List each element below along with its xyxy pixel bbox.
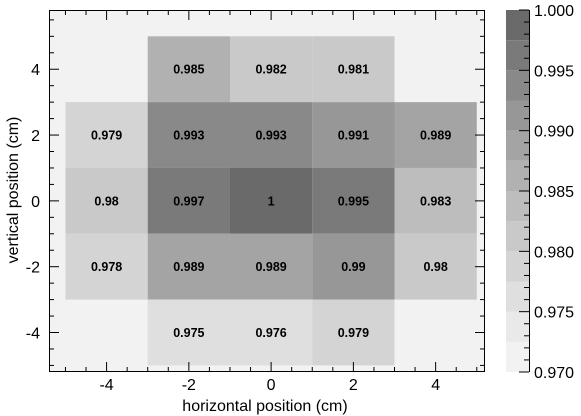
cell-value-label: 0.979 <box>91 129 122 143</box>
heatmap-cell <box>229 233 313 300</box>
cell-value-label: 0.98 <box>94 194 118 208</box>
y-axis: 4 2 0 -2 -4 <box>26 19 485 366</box>
colorbar-swatch <box>506 40 529 71</box>
heatmap-cell <box>312 299 395 366</box>
colorbar-tick-label: 0.990 <box>534 124 574 141</box>
colorbar-swatch <box>506 100 529 131</box>
heatmap-cell <box>229 167 313 234</box>
heatmap-cell <box>394 102 477 168</box>
cell-value-label: 0.991 <box>338 129 369 143</box>
heatmap-cell <box>312 167 395 234</box>
colorbar-swatch <box>506 10 529 41</box>
x-tick-label: 2 <box>349 377 358 394</box>
heatmap-cell <box>394 233 477 300</box>
y-tick-label: -2 <box>26 260 40 277</box>
colorbar-swatch <box>506 160 529 191</box>
colorbar-swatch <box>506 70 529 101</box>
cell-value-label: 0.993 <box>255 129 286 143</box>
cell-value-label: 0.979 <box>338 326 369 340</box>
heatmap-cell <box>394 167 477 234</box>
cell-value-label: 0.981 <box>338 63 369 77</box>
x-tick-label: -2 <box>182 377 196 394</box>
colorbar-swatch <box>506 251 529 282</box>
cell-value-label: 0.982 <box>255 63 286 77</box>
colorbar-swatch <box>506 281 529 312</box>
x-tick-label: 4 <box>431 377 440 394</box>
heatmap-cell <box>65 233 148 300</box>
colorbar-tick-label: 0.995 <box>534 63 574 80</box>
x-tick-label: -4 <box>99 377 113 394</box>
cell-value-label: 0.99 <box>341 260 365 274</box>
heatmap-cell <box>147 102 230 168</box>
y-tick-label: 2 <box>31 128 40 145</box>
heatmap-cell <box>229 102 313 168</box>
heatmap-cell <box>65 102 148 168</box>
cell-value-label: 0.989 <box>255 260 286 274</box>
cell-value-label: 0.995 <box>338 194 369 208</box>
cell-value-label: 0.989 <box>173 260 204 274</box>
heatmap-cell <box>147 167 230 234</box>
heatmap-cell <box>312 233 395 300</box>
heatmap-cell <box>312 36 395 103</box>
colorbar-tick-label: 0.985 <box>534 184 574 201</box>
heatmap-cell <box>229 299 313 366</box>
heatmap-cell <box>147 36 230 103</box>
heatmap-cell <box>147 299 230 366</box>
cell-value-label: 0.993 <box>173 129 204 143</box>
colorbar-tick-label: 0.970 <box>534 365 574 382</box>
colorbar-tick-label: 1.000 <box>534 3 574 20</box>
heatmap-cell <box>229 36 313 103</box>
y-tick-label: 0 <box>31 194 40 211</box>
heatmap-cells <box>49 10 485 372</box>
x-axis: -4 -2 0 2 4 <box>64 10 478 394</box>
heatmap-cell <box>312 102 395 168</box>
colorbar-swatch <box>506 130 529 161</box>
colorbar-swatch <box>506 341 529 372</box>
heatmap-cell <box>65 167 148 234</box>
colorbar-swatch <box>506 191 529 222</box>
colorbar-swatch <box>506 311 529 342</box>
y-axis-title: vertical position (cm) <box>5 117 22 264</box>
y-tick-label: 4 <box>31 62 40 79</box>
colorbar-tick-label: 0.980 <box>534 244 574 261</box>
colorbar-swatch <box>506 221 529 252</box>
cell-value-label: 0.975 <box>173 326 204 340</box>
cell-value-label: 0.985 <box>173 63 204 77</box>
cell-value-label: 0.98 <box>423 260 447 274</box>
y-tick-label: -4 <box>26 326 40 343</box>
cell-value-label: 0.978 <box>91 260 122 274</box>
colorbar: 1.000 0.995 0.990 0.985 0.980 0.975 0.970 <box>506 3 574 382</box>
cell-value-label: 0.989 <box>420 129 451 143</box>
heatmap-cell <box>147 233 230 300</box>
x-tick-label: 0 <box>267 377 276 394</box>
plot-frame <box>49 10 485 372</box>
x-axis-title: horizontal position (cm) <box>182 398 347 415</box>
colorbar-tick-label: 0.975 <box>534 305 574 322</box>
cell-value-label: 0.976 <box>255 326 286 340</box>
cell-value-label: 0.997 <box>173 194 204 208</box>
cell-value-label: 1 <box>268 194 275 208</box>
cell-value-label: 0.983 <box>420 194 451 208</box>
